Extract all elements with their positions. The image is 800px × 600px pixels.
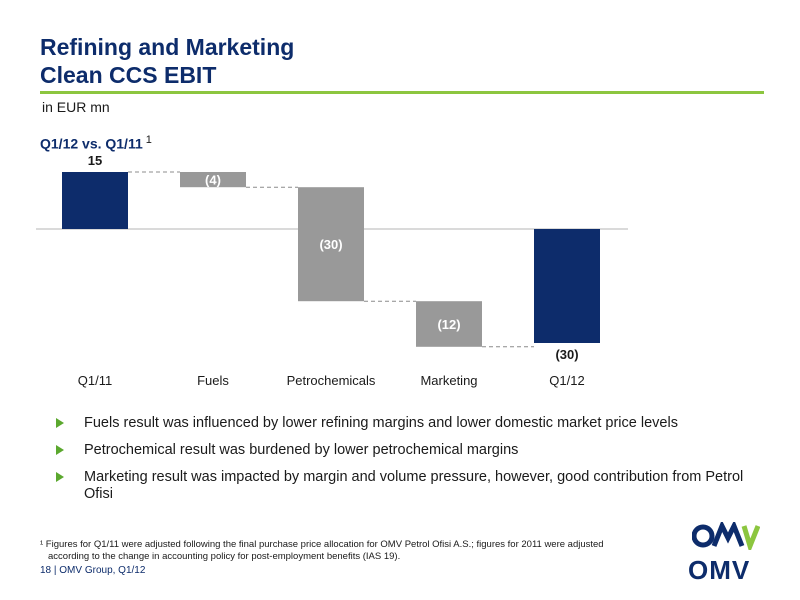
omv-logo: OMV xyxy=(688,522,764,585)
bullet-arrow-icon xyxy=(56,418,64,428)
category-label: Marketing xyxy=(420,373,477,388)
bullet-item-petrochemicals: Petrochemical result was burdened by low… xyxy=(56,442,756,459)
chart-subtitle: Q1/12 vs. Q1/11 1 xyxy=(40,134,152,152)
category-label: Q1/11 xyxy=(78,373,112,388)
bullet-list: Fuels result was influenced by lower ref… xyxy=(56,415,756,513)
category-label: Fuels xyxy=(197,373,229,388)
data-label: (30) xyxy=(319,237,342,252)
bar-q1-11 xyxy=(62,172,128,229)
category-label: Q1/12 xyxy=(549,373,584,388)
category-label: Petrochemicals xyxy=(287,373,376,388)
page-title: Refining and Marketing Clean CCS EBIT xyxy=(40,33,294,89)
bullet-text: Petrochemical result was burdened by low… xyxy=(84,442,519,458)
bullet-item-marketing: Marketing result was impacted by margin … xyxy=(56,469,756,503)
bar-q1-12 xyxy=(534,229,600,343)
footnote: ¹ Figures for Q1/11 were adjusted follow… xyxy=(40,539,640,563)
data-label: 15 xyxy=(88,153,102,168)
bullet-arrow-icon xyxy=(56,445,64,455)
title-divider xyxy=(40,91,764,94)
data-label: (4) xyxy=(205,173,221,188)
bar-petrochemicals xyxy=(298,187,364,302)
bullet-item-fuels: Fuels result was influenced by lower ref… xyxy=(56,415,756,432)
omv-logo-icon xyxy=(692,522,760,550)
omv-wordmark: OMV xyxy=(688,555,751,585)
bar-marketing xyxy=(416,301,482,347)
chart-subtitle-text: Q1/12 vs. Q1/11 xyxy=(40,135,143,152)
page-footer: 18 | OMV Group, Q1/12 xyxy=(40,565,146,576)
waterfall-chart: 15 (4) (30) (12) (30) Q1/11 Fuels Petrochemical… xyxy=(36,153,628,388)
data-label: (30) xyxy=(555,347,578,362)
bullet-arrow-icon xyxy=(56,472,64,482)
unit-label: in EUR mn xyxy=(42,99,110,115)
footnote-ref: 1 xyxy=(145,134,152,146)
title-line-2: Clean CCS EBIT xyxy=(40,62,217,88)
bullet-text: Fuels result was influenced by lower ref… xyxy=(84,415,678,431)
data-label: (12) xyxy=(437,317,460,332)
footnote-text: ¹ Figures for Q1/11 were adjusted follow… xyxy=(40,539,604,562)
title-line-1: Refining and Marketing xyxy=(40,34,295,60)
bar-fuels xyxy=(180,172,246,188)
bullet-text: Marketing result was impacted by margin … xyxy=(84,469,744,502)
